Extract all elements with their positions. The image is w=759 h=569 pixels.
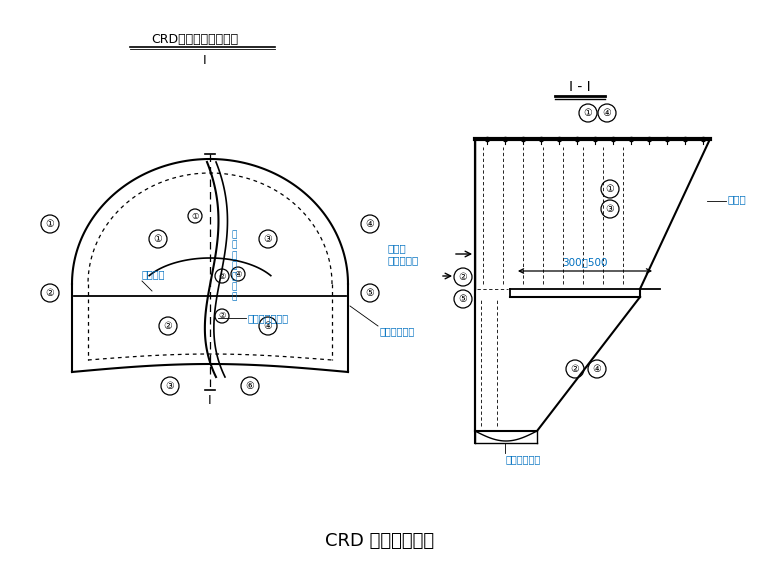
- Text: ②: ②: [571, 364, 579, 374]
- Text: 仰拱二次衬砂: 仰拱二次衬砂: [505, 454, 540, 464]
- Text: I: I: [208, 394, 212, 406]
- Text: ①: ①: [46, 219, 55, 229]
- Text: ④: ④: [235, 270, 242, 278]
- Text: ①: ①: [584, 108, 592, 118]
- Text: 掌子面: 掌子面: [728, 194, 747, 204]
- Text: ②: ②: [164, 321, 172, 331]
- Text: 共
部
衬
砂
中
心
线: 共 部 衬 砂 中 心 线: [231, 230, 237, 302]
- Text: ⑥: ⑥: [246, 381, 254, 391]
- Text: ⑤: ⑤: [458, 294, 468, 304]
- Text: ③: ③: [165, 381, 175, 391]
- Text: ②: ②: [219, 271, 225, 281]
- Text: ①: ①: [191, 212, 199, 221]
- Text: ②: ②: [458, 272, 468, 282]
- Text: ③: ③: [263, 234, 272, 244]
- Text: ④: ④: [366, 219, 374, 229]
- Text: 中隔墙初期支护: 中隔墙初期支护: [248, 313, 289, 323]
- Text: ④: ④: [263, 321, 272, 331]
- Text: ①: ①: [606, 184, 614, 194]
- Text: 300～500: 300～500: [562, 257, 608, 267]
- Text: I: I: [203, 53, 206, 67]
- Text: ①: ①: [153, 234, 162, 244]
- Text: ④: ④: [593, 364, 601, 374]
- Text: ④: ④: [603, 108, 612, 118]
- Text: ⑤: ⑤: [366, 288, 374, 298]
- Text: 临时中拱: 临时中拱: [142, 269, 165, 279]
- Text: ③: ③: [606, 204, 614, 214]
- Text: I - I: I - I: [569, 80, 591, 94]
- Text: CRD法施工工序示意图: CRD法施工工序示意图: [152, 32, 238, 46]
- Text: 钒支撑
主初期支护: 钒支撑 主初期支护: [388, 243, 419, 265]
- Text: ②: ②: [46, 288, 55, 298]
- Text: CRD 法开挖步序图: CRD 法开挖步序图: [326, 532, 435, 550]
- Text: ②: ②: [219, 311, 225, 320]
- Text: 边墙初期支护: 边墙初期支护: [380, 326, 415, 336]
